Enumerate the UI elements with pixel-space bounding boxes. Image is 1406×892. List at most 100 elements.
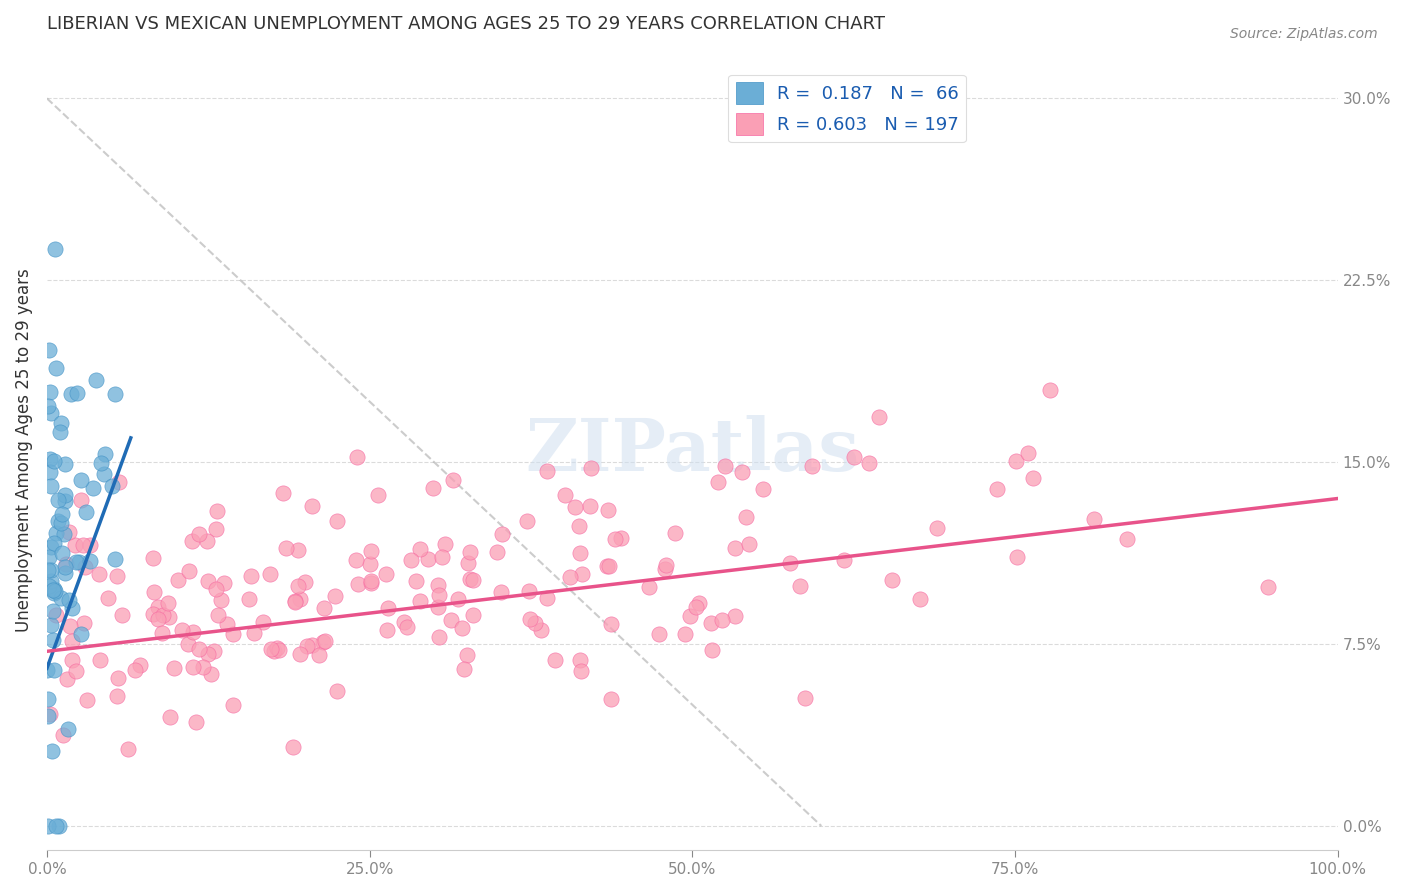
Point	[148, 611, 170, 625]
Point	[143, 585, 166, 599]
Point	[188, 527, 211, 541]
Point	[56, 722, 79, 736]
Point	[422, 481, 444, 495]
Point	[45, 525, 67, 540]
Point	[569, 546, 592, 560]
Point	[75, 505, 97, 519]
Point	[779, 557, 801, 571]
Point	[266, 641, 288, 656]
Point	[800, 458, 823, 473]
Point	[458, 545, 481, 559]
Point	[60, 634, 83, 648]
Point	[42, 604, 65, 618]
Point	[427, 599, 450, 614]
Point	[66, 386, 89, 401]
Point	[107, 671, 129, 685]
Point	[39, 541, 62, 555]
Point	[37, 399, 59, 413]
Point	[70, 493, 93, 508]
Point	[89, 652, 111, 666]
Point	[679, 609, 702, 624]
Point	[222, 627, 245, 641]
Point	[290, 648, 312, 662]
Point	[180, 533, 202, 548]
Point	[377, 600, 399, 615]
Point	[65, 664, 87, 678]
Point	[568, 519, 591, 533]
Legend: R =  0.187   N =  66, R = 0.603   N = 197: R = 0.187 N = 66, R = 0.603 N = 197	[728, 75, 966, 143]
Point	[269, 642, 291, 657]
Point	[491, 527, 513, 541]
Point	[152, 607, 174, 622]
Point	[211, 592, 233, 607]
Point	[60, 601, 83, 615]
Point	[457, 556, 479, 570]
Point	[39, 406, 62, 420]
Point	[706, 475, 728, 490]
Point	[463, 573, 485, 587]
Point	[308, 648, 330, 662]
Point	[205, 522, 228, 536]
Point	[359, 557, 381, 571]
Point	[167, 574, 190, 588]
Point	[789, 579, 811, 593]
Point	[200, 666, 222, 681]
Point	[463, 608, 485, 623]
Point	[447, 591, 470, 606]
Point	[38, 579, 60, 593]
Point	[70, 626, 93, 640]
Point	[360, 574, 382, 588]
Point	[93, 467, 115, 482]
Point	[456, 648, 478, 662]
Point	[564, 500, 586, 515]
Point	[367, 488, 389, 502]
Point	[868, 409, 890, 424]
Point	[73, 615, 96, 630]
Point	[375, 567, 398, 582]
Point	[38, 343, 60, 357]
Point	[207, 504, 229, 518]
Point	[53, 488, 76, 502]
Point	[163, 661, 186, 675]
Point	[530, 624, 553, 638]
Point	[39, 478, 62, 492]
Point	[416, 552, 439, 566]
Point	[654, 562, 676, 576]
Point	[37, 692, 59, 706]
Point	[842, 450, 865, 465]
Point	[516, 514, 538, 528]
Point	[39, 465, 62, 479]
Point	[79, 538, 101, 552]
Point	[82, 481, 104, 495]
Point	[638, 581, 661, 595]
Point	[735, 510, 758, 524]
Point	[39, 574, 62, 588]
Point	[222, 698, 245, 712]
Point	[558, 570, 581, 584]
Point	[44, 583, 66, 598]
Point	[56, 673, 79, 687]
Point	[1017, 446, 1039, 460]
Point	[94, 447, 117, 461]
Point	[723, 541, 745, 556]
Point	[858, 456, 880, 470]
Point	[543, 653, 565, 667]
Point	[395, 620, 418, 634]
Point	[42, 663, 65, 677]
Point	[610, 532, 633, 546]
Point	[700, 616, 723, 631]
Point	[603, 532, 626, 546]
Point	[880, 573, 903, 587]
Point	[360, 544, 382, 558]
Point	[287, 579, 309, 593]
Point	[263, 644, 285, 658]
Point	[405, 574, 427, 589]
Point	[87, 567, 110, 582]
Point	[290, 591, 312, 606]
Point	[53, 566, 76, 581]
Point	[103, 552, 125, 566]
Point	[197, 533, 219, 548]
Point	[724, 608, 747, 623]
Point	[1038, 384, 1060, 398]
Point	[523, 616, 546, 631]
